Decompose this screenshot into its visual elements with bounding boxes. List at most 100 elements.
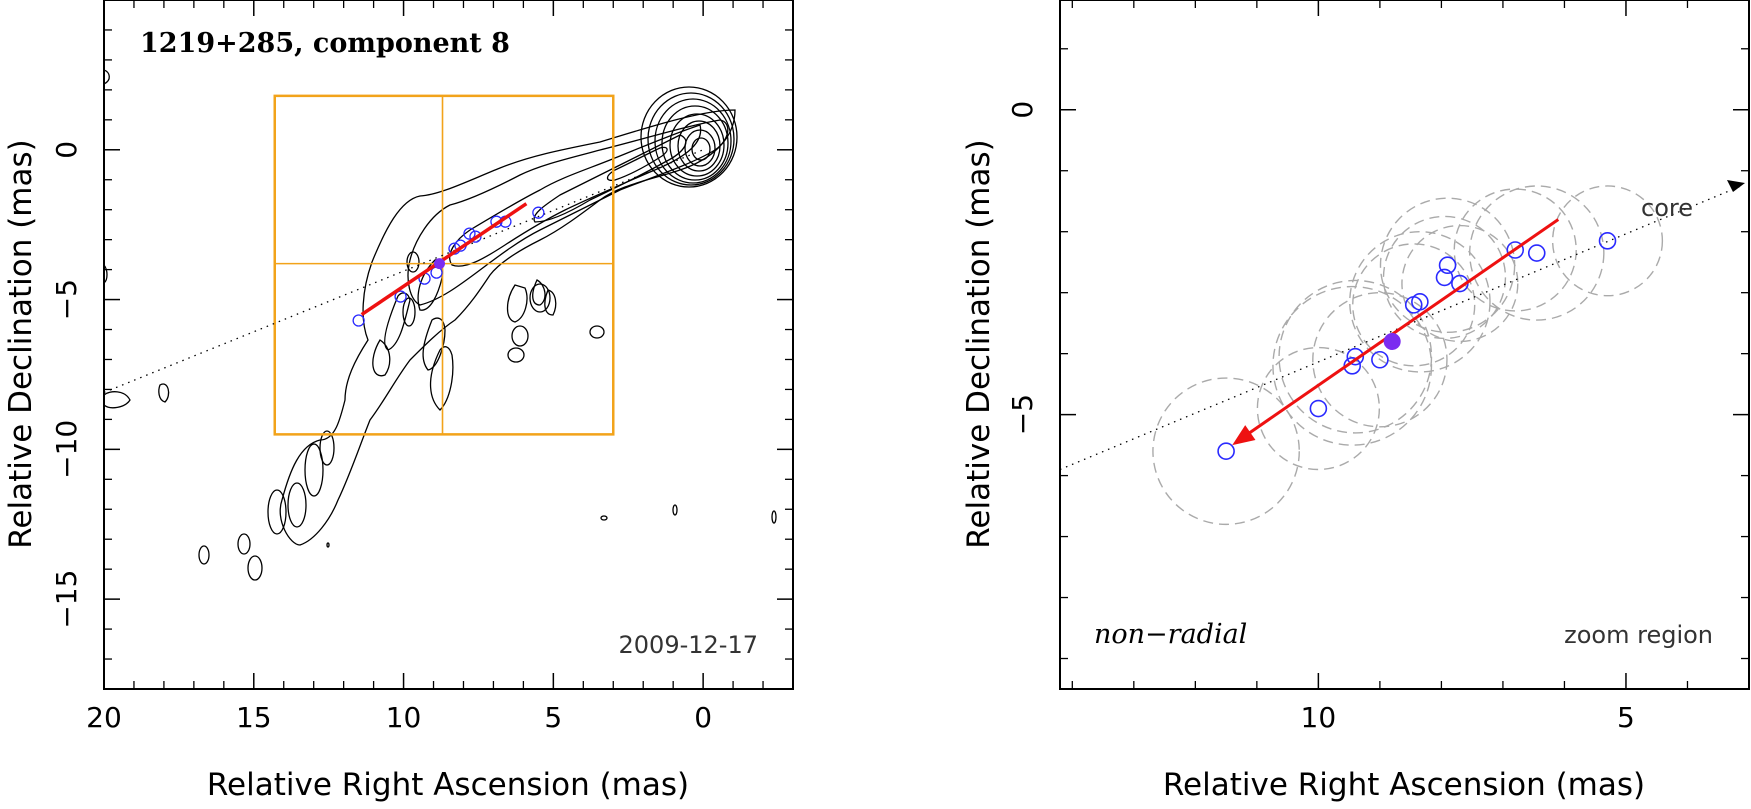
left-plot-frame	[103, 0, 794, 690]
trajectory-line	[360, 202, 528, 316]
jet-contour	[237, 533, 251, 555]
component-position-point	[1527, 244, 1546, 262]
core-contour	[691, 137, 711, 161]
right-plot-frame	[1059, 0, 1750, 690]
right-panel: 10 5 0 −5 non−radial zoom region core Relat…	[961, 0, 1750, 803]
component-position-point	[469, 230, 482, 243]
edge-contour	[103, 69, 110, 85]
x-tick-label: 5	[1617, 701, 1635, 734]
jet-contour	[287, 482, 307, 528]
left-panel-title: 1219+285, component 8	[140, 28, 510, 59]
weak-contour	[600, 515, 608, 521]
component-position-point	[1217, 442, 1235, 461]
x-tick-label: 15	[236, 701, 272, 734]
trajectory-arrow-line	[1245, 218, 1560, 437]
jet-contour	[407, 119, 729, 306]
x-tick-label: 0	[694, 701, 712, 734]
y-tick-label: −15	[50, 570, 83, 629]
right-y-axis-label: Relative Declination (mas)	[961, 139, 997, 549]
component-size-circle	[1256, 346, 1381, 471]
component-position-point	[463, 227, 476, 240]
jet-contour	[372, 339, 391, 377]
left-panel: 20 15 10 5 0 0 −5 −10 −15	[3, 0, 794, 803]
component-size-circle	[1382, 215, 1507, 340]
component-size-circle	[1401, 224, 1519, 343]
jet-contour	[267, 489, 287, 535]
jet-contour	[589, 325, 605, 339]
component-position-point	[532, 206, 545, 219]
left-contour-map	[103, 69, 777, 581]
left-ticks: 20 15 10 5 0 0 −5 −10 −15	[50, 0, 794, 734]
jet-contour	[422, 317, 446, 371]
edge-contour	[103, 391, 131, 409]
component-position-point	[1371, 350, 1389, 369]
core-arrowhead	[1727, 179, 1745, 192]
component-position-point	[1346, 347, 1365, 366]
component-size-circle	[1468, 185, 1605, 321]
jet-contour	[529, 283, 551, 313]
component-size-circle	[1312, 291, 1448, 428]
component-size-circle	[1152, 377, 1300, 526]
left-x-axis-label: Relative Right Ascension (mas)	[207, 767, 689, 803]
component-position-point	[1506, 241, 1525, 259]
core-contour	[661, 105, 729, 181]
jet-contour	[544, 289, 557, 316]
jet-contour	[606, 146, 668, 182]
right-data-layer	[1059, 179, 1745, 526]
mean-position-point	[1383, 332, 1401, 350]
zoom-region-rect	[273, 94, 615, 436]
component-size-circle	[1349, 230, 1491, 373]
right-x-axis-label: Relative Right Ascension (mas)	[1163, 767, 1645, 803]
jet-contour	[319, 430, 335, 466]
jet-contour	[198, 545, 210, 565]
observation-date: 2009-12-17	[619, 631, 758, 659]
jet-contour	[511, 325, 529, 347]
core-contour	[654, 98, 732, 184]
y-tick-label: −5	[1006, 394, 1039, 435]
jet-contour	[429, 346, 454, 411]
x-tick-label: 10	[386, 701, 422, 734]
motion-type-label: non−radial	[1094, 619, 1247, 650]
right-ticks: 10 5 0 −5	[1006, 0, 1750, 734]
y-tick-label: −5	[50, 279, 83, 320]
left-y-axis-label: Relative Declination (mas)	[3, 139, 39, 549]
core-contour	[647, 92, 735, 186]
core-direction-label: core	[1641, 194, 1693, 222]
component-position-point	[352, 314, 365, 327]
edge-contour	[103, 264, 108, 284]
edge-contour	[158, 383, 170, 403]
x-tick-label: 10	[1301, 701, 1337, 734]
core-contour	[640, 86, 738, 188]
jet-contour	[449, 124, 702, 267]
mean-position-point	[434, 258, 446, 270]
x-tick-label: 20	[86, 701, 122, 734]
jet-contour	[532, 279, 546, 306]
jet-contour	[507, 347, 525, 363]
component-position-point	[1598, 232, 1617, 250]
component-size-circle	[1453, 188, 1577, 312]
weak-contour	[672, 504, 678, 516]
component-size-circle	[1278, 279, 1433, 434]
jet-contour-outer	[279, 109, 736, 546]
jet-contour	[533, 134, 687, 223]
component-size-circle	[1551, 185, 1664, 297]
component-position-point	[1435, 268, 1454, 287]
core-contour	[669, 113, 725, 177]
y-tick-label: 0	[1006, 101, 1039, 119]
jet-contour	[247, 555, 263, 581]
zoom-region-label: zoom region	[1564, 621, 1713, 649]
component-position-point	[1438, 256, 1457, 275]
jet-contour	[304, 443, 324, 497]
component-position-point	[1309, 399, 1328, 418]
weak-contour	[771, 510, 777, 524]
weak-contour	[326, 542, 330, 548]
component-position-point	[1411, 293, 1429, 311]
component-position-point	[394, 290, 407, 303]
jet-contour	[506, 284, 528, 323]
jet-contour	[402, 297, 416, 327]
y-tick-label: −10	[50, 420, 83, 479]
trajectory-arrowhead	[1232, 425, 1256, 446]
jet-contour	[406, 251, 420, 273]
left-data-layer	[103, 149, 704, 394]
